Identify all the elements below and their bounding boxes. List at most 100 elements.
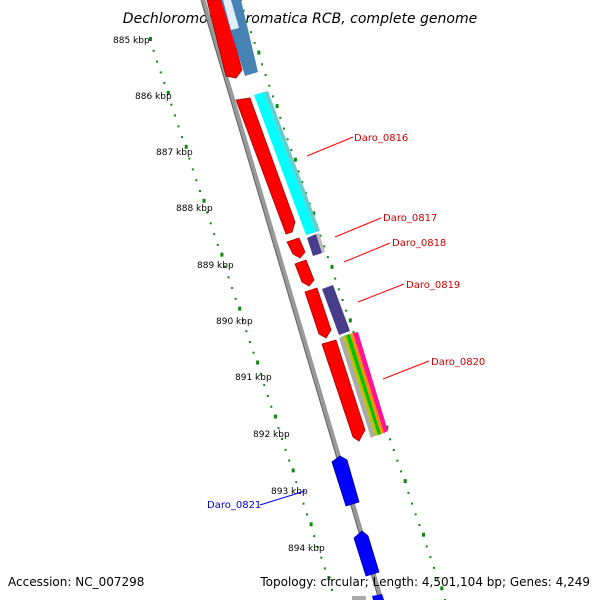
label-leader [357,283,405,303]
scale-dot [199,190,201,192]
scale-tick [422,532,425,537]
scale-dot [195,179,198,182]
scale-dot [191,168,194,171]
scale-dot [253,41,256,44]
annotation-block [316,233,325,253]
scale-dot [156,60,159,63]
cds-feature[interactable] [372,594,384,600]
scale-dot [231,287,234,289]
scale-dot [319,234,322,237]
scale-dot [290,149,293,151]
scale-dot [284,448,287,451]
cds-feature-daro-0817[interactable] [286,237,306,259]
annotation-block [223,0,239,30]
scale-dot [411,502,414,505]
scale-dot [337,288,340,291]
scale-dot [209,222,212,225]
scale-tick [291,468,295,473]
cds-feature[interactable] [206,0,243,79]
scale-dot [245,330,248,333]
scale-tick [273,414,277,419]
cds-feature-daro-0818[interactable] [294,259,315,287]
reverse-cds-track [331,455,384,600]
scale-dot [323,567,326,570]
scale-dot [282,127,285,130]
cds-feature-daro-0821[interactable] [331,455,360,507]
scale-dot [389,438,392,441]
scale-dot [248,341,251,343]
scale-tick [309,522,313,527]
scale-dot [242,9,245,12]
label-leader [306,136,354,157]
tick-label: 887 kbp [156,148,193,158]
scale-tick [348,318,352,323]
scale-dot [223,265,226,268]
scale-dot [216,243,219,246]
scale-tick [257,50,261,55]
cds-feature[interactable] [353,530,380,577]
scale-tick [220,252,224,257]
scale-tick [202,198,206,203]
gene-label-daro-0820[interactable]: Daro_0820 [431,357,485,368]
annotation-block [353,332,388,433]
scale-dot [301,181,304,184]
label-leader [334,217,382,238]
scale-dot [326,256,329,259]
tick-label: 885 kbp [113,36,150,46]
scale-tick [238,306,242,311]
scale-dot [252,351,255,354]
scale-dot [268,84,271,87]
scale-dot [271,95,274,98]
right-dotted-track [239,0,446,600]
scale-dot [396,459,399,462]
gene-labels: Daro_0816 Daro_0817 Daro_0818 Daro_0819 … [207,133,485,511]
scale-tick [184,144,188,149]
scale-dot [159,71,162,74]
annotation-block [264,91,320,232]
scale-dot [170,103,173,106]
scale-dot [286,138,289,141]
scale-dot [436,577,439,580]
scale-dot [313,535,316,538]
topology-text: Topology: circular; Length: 4,501,104 bp… [259,575,590,589]
tick-label: 892 kbp [253,430,290,440]
annotation-block [350,333,384,434]
scale-tick [440,586,444,591]
accession-text: Accession: NC_007298 [8,575,144,589]
scale-dot [306,513,308,516]
cds-feature-daro-0819[interactable] [304,287,332,339]
gene-label-daro-0817[interactable]: Daro_0817 [383,213,437,224]
gene-label-daro-0818[interactable]: Daro_0818 [392,238,446,249]
forward-cds-track [206,0,366,442]
scale-dot [181,136,184,139]
scale-dot [279,116,282,119]
cds-feature-daro-0820[interactable] [321,339,366,442]
scale-dot [206,211,209,214]
cds-feature-daro-0816[interactable] [235,97,296,235]
scale-dot [152,49,155,52]
tick-label: 886 kbp [135,92,172,102]
scale-tick [275,104,279,109]
scale-dot [288,459,291,462]
label-leader [343,242,391,263]
annotation-block [322,285,350,335]
scale-dot [163,82,166,85]
scale-dot [433,566,435,569]
scale-dot [302,502,305,505]
tick-label: 888 kbp [176,204,213,214]
scale-dot [266,394,269,397]
gene-label-daro-0819[interactable]: Daro_0819 [406,280,460,291]
scale-track [149,37,333,591]
scale-tick [403,479,407,484]
annotation-block [339,336,375,438]
gene-label-daro-0821[interactable]: Daro_0821 [207,500,261,511]
scale-tick [312,211,316,216]
gene-label-daro-0816[interactable]: Daro_0816 [354,133,408,144]
scale-dot [429,556,432,559]
scale-dot [241,319,244,322]
cds-feature-partial [352,596,366,600]
scale-dot [227,276,230,279]
scale-dot [261,63,263,66]
scale-dot [407,491,410,494]
scale-tick [166,90,170,95]
